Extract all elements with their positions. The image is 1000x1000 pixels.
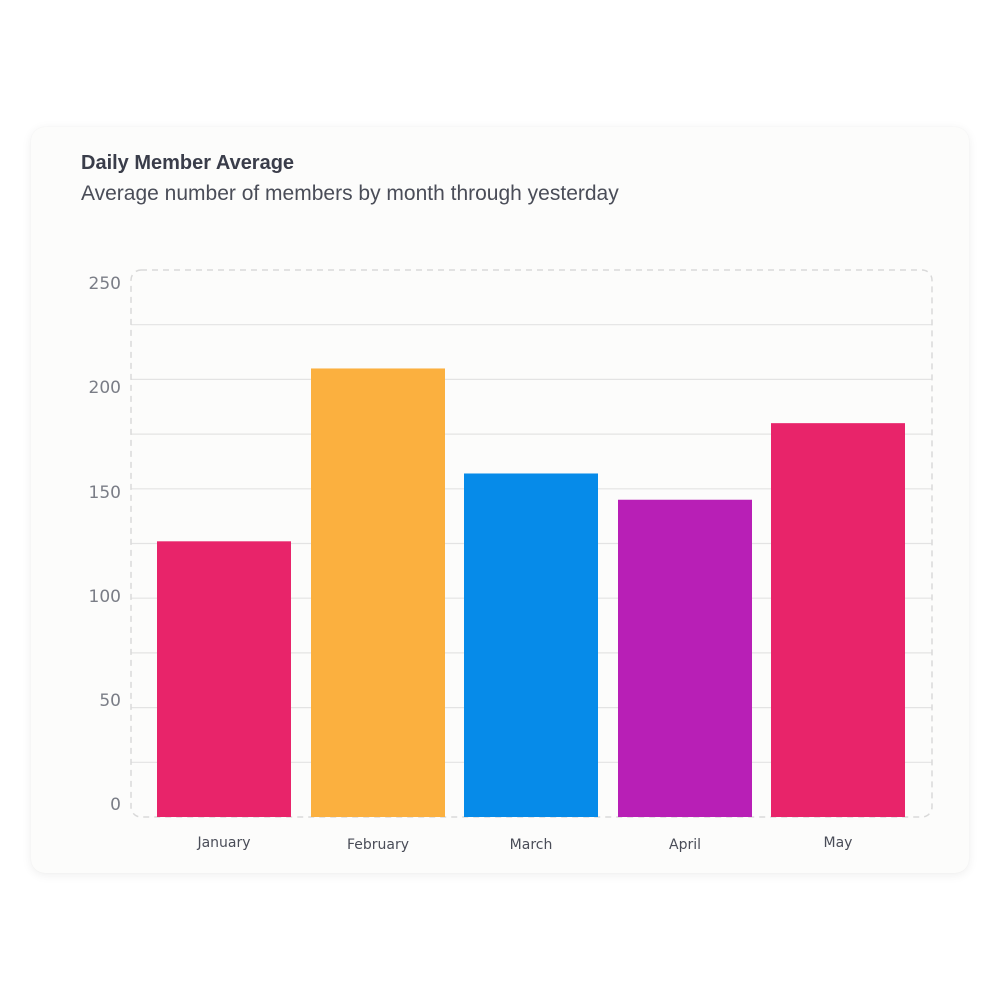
y-tick-label: 50 [99,691,121,711]
bar-january[interactable] [157,541,291,817]
x-tick-label: April [669,837,701,853]
x-tick-label: January [196,835,250,851]
y-tick-label: 250 [89,274,121,294]
y-tick-label: 0 [110,795,121,815]
x-axis-ticks: January February March April May [196,835,852,853]
chart-title: Daily Member Average [81,152,295,174]
bars [157,368,905,817]
chart-subtitle: Average number of members by month throu… [81,182,619,205]
y-tick-label: 200 [89,378,121,398]
x-tick-label: May [824,835,853,851]
bar-april[interactable] [618,499,752,817]
bar-march[interactable] [464,473,598,817]
y-tick-label: 100 [89,587,121,607]
bar-may[interactable] [771,423,905,817]
y-tick-label: 150 [89,483,121,503]
y-axis-ticks: 0 50 100 150 200 250 [89,274,121,815]
x-tick-label: March [510,837,553,853]
x-tick-label: February [347,837,409,853]
bar-february[interactable] [311,368,445,817]
